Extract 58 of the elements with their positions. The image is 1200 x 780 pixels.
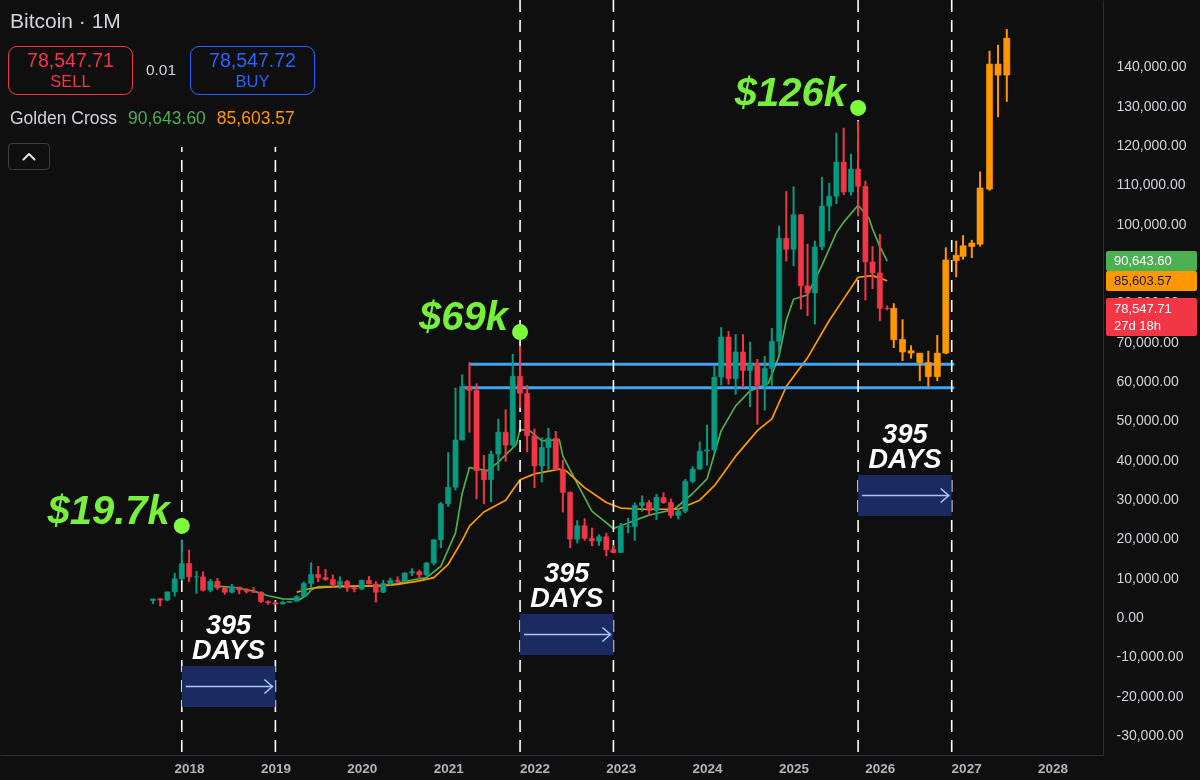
annotation: $69k — [418, 294, 510, 339]
y-tick-label: -30,000.00 — [1116, 726, 1184, 743]
candlestick — [574, 519, 581, 545]
text: 27d 18h — [1114, 317, 1162, 335]
candlestick — [193, 569, 200, 595]
annotation: Golden Cross — [10, 108, 117, 129]
candlestick — [783, 190, 790, 263]
candlestick — [186, 548, 192, 583]
y-tick-label: 40,000.00 — [1116, 451, 1179, 468]
x-tick-label: 2018 — [174, 760, 206, 776]
annotation: 0.01 — [144, 61, 178, 79]
buy-button: 78,547.72 BUY — [190, 46, 315, 95]
candlestick — [740, 333, 746, 389]
annotation: 395 DAYS — [530, 558, 604, 613]
x-tick-label: 2022 — [519, 760, 550, 776]
x-tick-label: 2024 — [692, 760, 724, 776]
candlestick — [653, 492, 660, 521]
annotation: BUY — [235, 70, 270, 92]
x-tick-label: 2026 — [865, 760, 896, 776]
y-tick-label: 50,000.00 — [1116, 412, 1179, 429]
x-tick-label: 2027 — [951, 760, 982, 776]
candlestick — [848, 152, 854, 197]
x-tick-label: 2028 — [1037, 760, 1069, 776]
annotation: $19.7k — [46, 487, 172, 532]
annotation: 78,547.71 — [27, 48, 114, 71]
y-tick-label: 60,000.00 — [1116, 372, 1179, 389]
y-tick-label: 20,000.00 — [1116, 530, 1179, 547]
y-tick-label: 120,000.00 — [1116, 136, 1187, 153]
y-tick-label: 140,000.00 — [1116, 58, 1187, 75]
x-tick-label: 2023 — [606, 760, 637, 776]
annotation: 90,643.60 — [128, 108, 206, 129]
x-tick-label: 2021 — [433, 760, 465, 776]
x-tick-label: 2019 — [260, 760, 291, 776]
y-tick-label: 70,000.00 — [1116, 333, 1179, 350]
annotation: 78,547.72 — [209, 48, 296, 71]
x-tick-label: 2020 — [347, 760, 378, 776]
sell-button: 78,547.71 SELL — [8, 46, 133, 95]
y-tick-label: 110,000.00 — [1116, 176, 1186, 193]
candlestick — [754, 358, 761, 426]
y-tick-label: 130,000.00 — [1116, 97, 1187, 114]
y-tick-label: 30,000.00 — [1116, 490, 1179, 507]
text: 90,643.60 — [1114, 253, 1172, 269]
chart-title: Bitcoin · 1M — [10, 9, 121, 33]
y-tick-label: -10,000.00 — [1116, 648, 1184, 665]
annotation: SELL — [50, 70, 91, 92]
annotation: 395 DAYS — [868, 419, 942, 474]
text: 85,603.57 — [1114, 272, 1172, 288]
x-tick-label: 2025 — [779, 760, 810, 776]
annotation: $126k — [733, 69, 848, 114]
text: 78,547.71 — [1114, 300, 1173, 318]
candlestick — [747, 340, 753, 408]
y-tick-label: 0.00 — [1116, 608, 1144, 625]
candlestick — [502, 408, 509, 463]
y-tick-label: 10,000.00 — [1116, 569, 1179, 586]
annotation: 395 DAYS — [192, 610, 266, 665]
y-tick-label: -20,000.00 — [1116, 687, 1184, 704]
annotation: 85,603.57 — [216, 108, 295, 129]
y-tick-label: 100,000.00 — [1116, 215, 1187, 232]
